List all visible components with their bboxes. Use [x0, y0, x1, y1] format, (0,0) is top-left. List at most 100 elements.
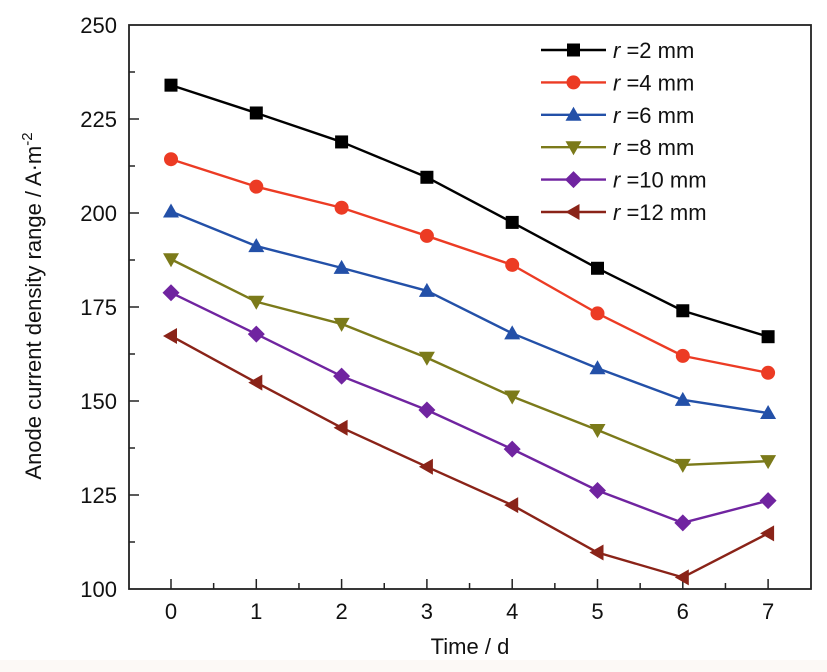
data-point: [248, 295, 265, 310]
data-point: [504, 390, 521, 405]
data-point: [759, 492, 777, 510]
data-point: [504, 497, 519, 514]
data-point: [760, 405, 777, 420]
legend-item-2: r =6 mm: [541, 103, 694, 128]
legend-swatch-marker: [565, 141, 582, 156]
x-tick-label: 7: [762, 599, 774, 624]
y-tick-label: 250: [80, 13, 117, 38]
x-tick-label: 6: [677, 599, 689, 624]
data-point: [675, 348, 690, 363]
legend-label-rest: =10 mm: [620, 168, 706, 193]
y-tick-label: 125: [80, 483, 117, 508]
data-point: [248, 374, 263, 391]
legend-item-0: r =2 mm: [541, 38, 694, 63]
data-point: [420, 170, 434, 184]
data-point: [505, 257, 520, 272]
data-point: [419, 228, 434, 243]
axes: 100 125 150 175 200 225 250 0 1 2 3 4 5 6 7: [80, 13, 812, 624]
series-line: [170, 258, 769, 467]
data-point: [761, 330, 775, 344]
data-point: [164, 78, 178, 92]
data-point: [505, 215, 519, 229]
y-tick-label: 200: [80, 201, 117, 226]
legend-label-var: r: [613, 70, 622, 95]
data-point: [163, 327, 177, 344]
legend-label-var: r: [613, 103, 622, 128]
data-point: [334, 200, 349, 215]
series-5: [163, 327, 775, 586]
data-point: [333, 317, 350, 332]
data-point: [591, 261, 604, 275]
data-point: [164, 152, 178, 167]
legend-label-rest: =8 mm: [620, 135, 694, 160]
legend-swatch-marker: [565, 171, 582, 189]
x-tick-label: 1: [250, 599, 262, 624]
data-point: [589, 360, 606, 375]
data-point: [589, 423, 606, 438]
series-line: [170, 334, 769, 579]
x-tick-label: 0: [165, 599, 177, 624]
data-point: [335, 135, 349, 149]
data-point: [589, 544, 604, 561]
data-point: [674, 514, 692, 532]
series-line: [170, 84, 769, 338]
data-point: [674, 458, 691, 473]
legend-label-var: r: [613, 168, 622, 193]
y-axis-title-main: Anode current density range / A·m: [21, 146, 46, 480]
data-point: [333, 419, 348, 436]
data-point: [418, 351, 435, 366]
legend-item-1: r =4 mm: [541, 70, 694, 95]
series-2: [163, 203, 777, 420]
data-point: [760, 525, 775, 542]
data-point: [761, 365, 776, 380]
y-tick-label: 225: [80, 107, 117, 132]
data-point: [676, 304, 690, 318]
x-axis-title: Time / d: [431, 634, 510, 659]
data-point: [503, 440, 521, 458]
data-point: [163, 253, 179, 268]
legend-label: r =6 mm: [613, 103, 694, 128]
data-point: [249, 179, 264, 194]
legend-label: r =12 mm: [613, 200, 707, 225]
x-tick-label: 3: [421, 599, 433, 624]
series-layer: [162, 78, 777, 586]
legend-swatch-marker: [565, 106, 582, 121]
y-tick-label: 100: [80, 577, 117, 602]
data-point: [760, 455, 777, 470]
legend-label-var: r: [613, 200, 622, 225]
data-point: [674, 569, 689, 586]
y-axis-title-sup: -2: [19, 132, 36, 145]
legend-label: r =10 mm: [613, 168, 707, 193]
data-point: [418, 458, 433, 475]
x-tick-label: 2: [335, 599, 347, 624]
data-point: [504, 325, 521, 340]
data-point: [418, 401, 436, 419]
legend-item-4: r =10 mm: [541, 168, 707, 193]
data-point: [162, 284, 180, 302]
legend-label: r =2 mm: [613, 38, 694, 63]
legend-item-3: r =8 mm: [541, 135, 694, 160]
data-point: [674, 391, 691, 406]
data-point: [590, 306, 605, 321]
series-line: [170, 291, 769, 525]
y-tick-label: 175: [80, 295, 117, 320]
series-line: [170, 210, 769, 415]
legend-swatch-marker: [566, 75, 581, 90]
series-0: [164, 78, 775, 344]
data-point: [333, 259, 350, 274]
data-point: [333, 367, 351, 385]
series-line: [170, 158, 769, 374]
legend-label-rest: =6 mm: [620, 103, 694, 128]
legend-item-5: r =12 mm: [541, 200, 707, 225]
data-point: [249, 106, 263, 120]
x-tick-label: 4: [506, 599, 518, 624]
series-1: [164, 152, 776, 380]
y-axis-title: Anode current density range / A·m-2: [19, 132, 46, 479]
legend-label-rest: =12 mm: [620, 200, 706, 225]
legend: r =2 mmr =4 mmr =6 mmr =8 mmr =10 mmr =1…: [541, 38, 707, 225]
legend-label-rest: =2 mm: [620, 38, 694, 63]
legend-label-var: r: [613, 38, 622, 63]
legend-label-var: r: [613, 135, 622, 160]
plot-frame: [128, 24, 812, 590]
